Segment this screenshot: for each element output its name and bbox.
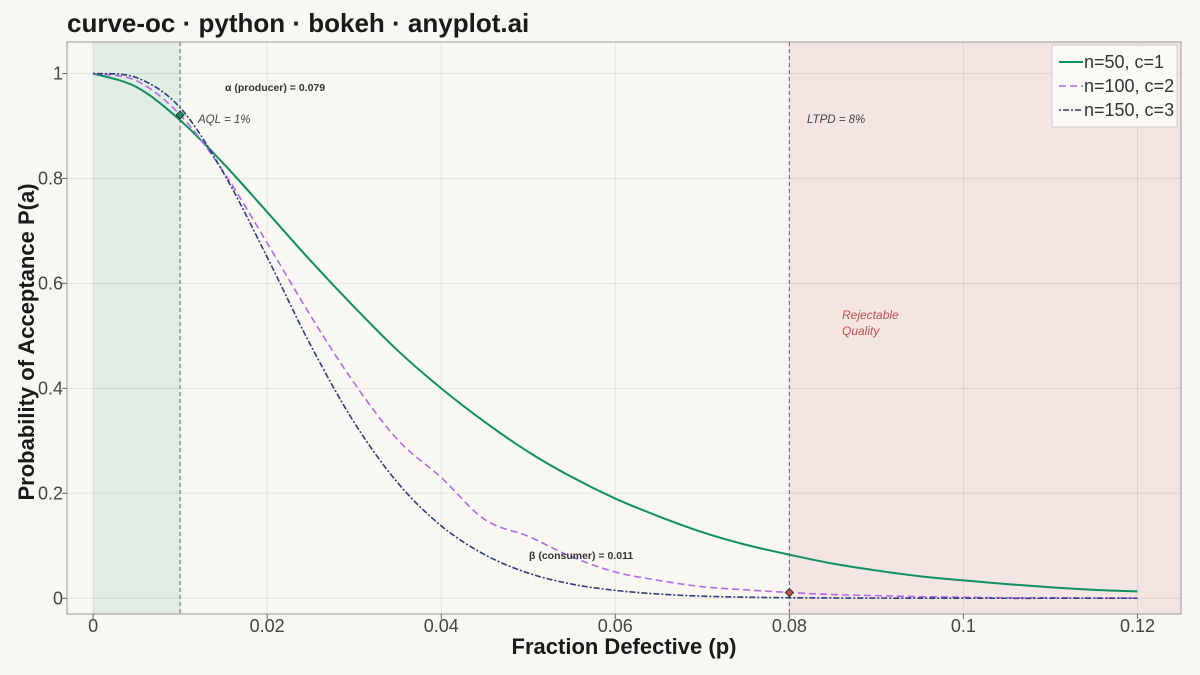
x-tick-label: 0.12 bbox=[1120, 616, 1155, 636]
x-tick-label: 0 bbox=[88, 616, 98, 636]
consumer-risk-marker bbox=[784, 587, 795, 598]
y-tick-label: 0.6 bbox=[38, 273, 63, 293]
acceptable-quality-region bbox=[93, 42, 181, 614]
producer-risk-label: α (producer) = 0.079 bbox=[225, 82, 325, 94]
x-axis-label: Fraction Defective (p) bbox=[512, 634, 737, 659]
x-tick-label: 0.06 bbox=[598, 616, 633, 636]
legend: n=50, c=1 n=100, c=2 n=150, c=3 bbox=[1051, 44, 1178, 128]
chart-title: curve-oc · python · bokeh · anyplot.ai bbox=[67, 8, 530, 38]
consumer-risk-label: β (consumer) = 0.011 bbox=[529, 550, 633, 562]
x-tick-label: 0.02 bbox=[250, 616, 285, 636]
legend-label-1: n=50, c=1 bbox=[1084, 52, 1164, 72]
series-line-1 bbox=[92, 72, 1138, 593]
y-tick-label: 1 bbox=[53, 63, 63, 83]
plot-background bbox=[67, 42, 1181, 614]
plot-frame bbox=[66, 41, 1182, 615]
y-tick-label: 0.8 bbox=[38, 168, 63, 188]
y-tick-label: 0.2 bbox=[38, 483, 63, 503]
series-group bbox=[92, 72, 1138, 600]
legend-label-3: n=150, c=3 bbox=[1084, 100, 1174, 120]
ltpd-label: LTPD = 8% bbox=[807, 114, 865, 126]
y-tick-label: 0 bbox=[53, 588, 63, 608]
rejectable-quality-region bbox=[789, 42, 1181, 614]
legend-label-2: n=100, c=2 bbox=[1084, 76, 1174, 96]
aql-label: AQL = 1% bbox=[197, 114, 251, 126]
producer-risk-marker bbox=[175, 110, 185, 120]
series-line-3 bbox=[93, 72, 1138, 600]
y-axis-label: Probability of Acceptance P(a) bbox=[14, 183, 39, 500]
x-tick-label: 0.08 bbox=[772, 616, 807, 636]
rejectable-quality-label: Rejectable bbox=[842, 308, 899, 322]
x-tick-label: 0.04 bbox=[424, 616, 459, 636]
x-tick-label: 0.1 bbox=[951, 616, 976, 636]
rejectable-quality-label: Quality bbox=[842, 324, 880, 338]
series-line-2 bbox=[92, 72, 1138, 599]
y-tick-label: 0.4 bbox=[38, 378, 63, 398]
